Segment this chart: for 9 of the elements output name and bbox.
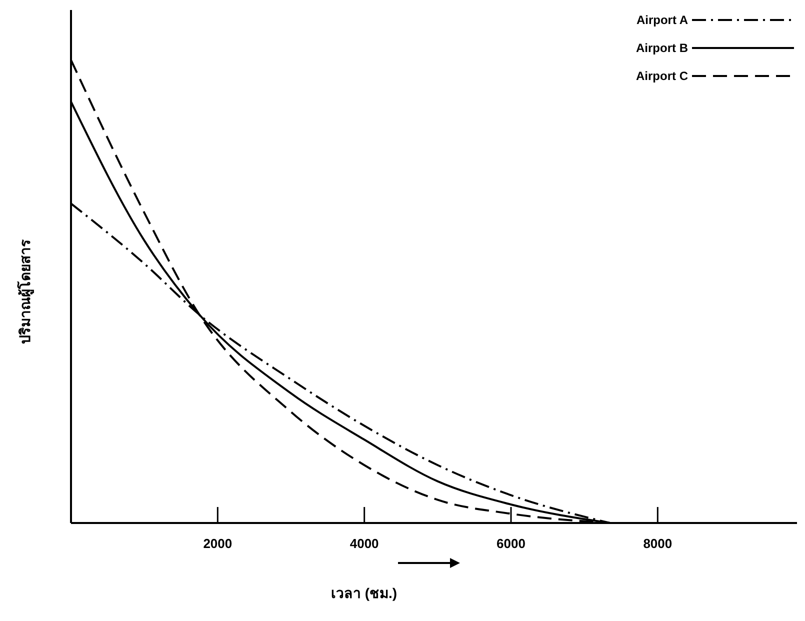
x-tick-label: 6000 <box>496 536 526 551</box>
text: Airport B <box>636 41 688 55</box>
x-tick-label: 8000 <box>643 536 672 551</box>
x-tick-label: 4000 <box>350 536 379 551</box>
text: Airport A <box>636 13 688 27</box>
text: Airport C <box>636 69 688 83</box>
y-axis-title: ปริมาณผู้โดยสาร <box>16 239 34 344</box>
x-axis-title: เวลา (ชม.) <box>330 585 398 601</box>
x-tick-label: 2000 <box>203 536 232 551</box>
